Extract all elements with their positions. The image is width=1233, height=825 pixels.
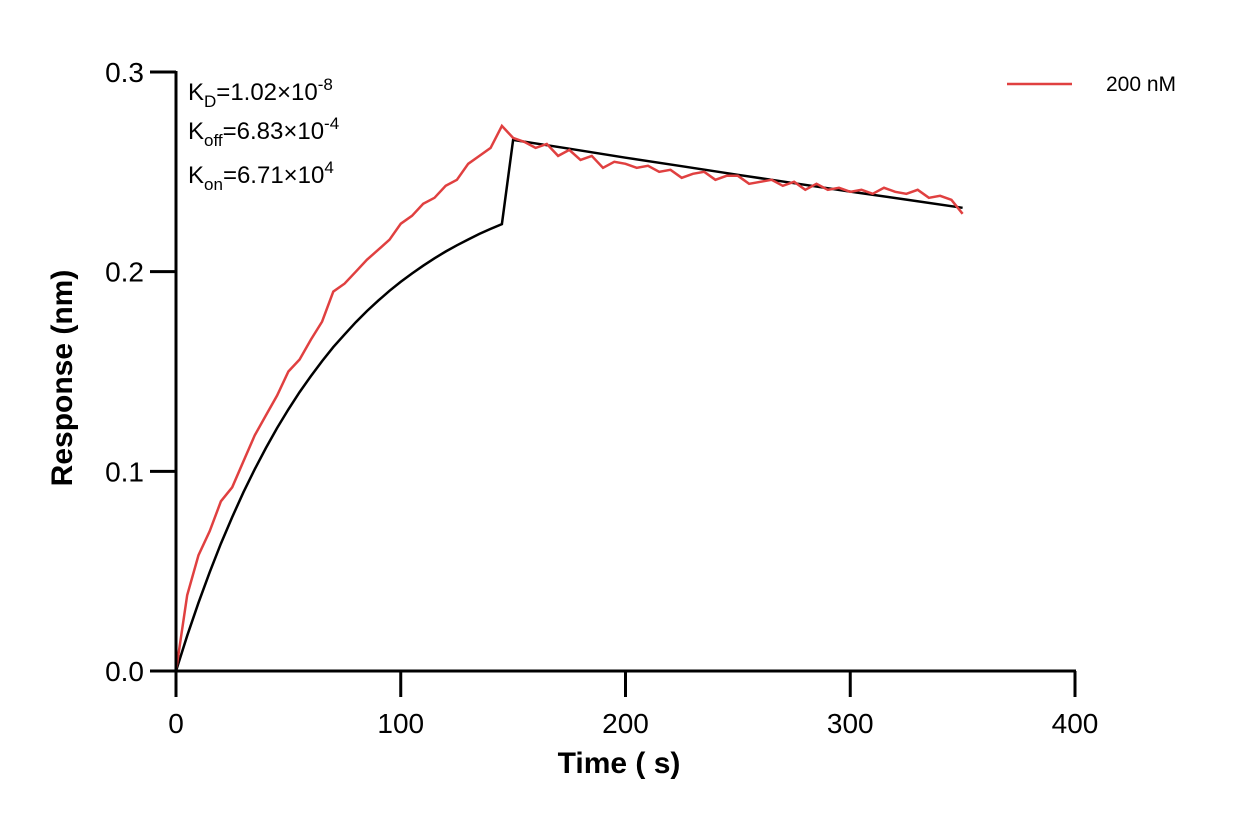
x-axis-title: Time ( s) — [558, 747, 681, 780]
annotation-kon-base: K — [188, 162, 204, 189]
annotation-kd-value: =1.02×10 — [216, 79, 317, 106]
y-tick-label: 0.2 — [105, 257, 144, 288]
plot-lines — [174, 123, 964, 672]
annotation-kon-exp: 4 — [324, 158, 333, 177]
y-tick-label: 0.0 — [105, 656, 144, 687]
annotation-kon-sub: on — [204, 175, 223, 194]
x-tick-label: 400 — [1052, 708, 1099, 739]
y-tick-label: 0.3 — [105, 57, 144, 88]
fit-curve — [174, 138, 963, 672]
legend-label-200nm: 200 nM — [1106, 73, 1176, 96]
x-tick-label: 100 — [377, 708, 424, 739]
annotation-koff-base: K — [188, 118, 204, 145]
annotation-kd-sub: D — [204, 92, 216, 111]
annotation-kd: KD=1.02×10-8 — [188, 75, 333, 111]
axes — [150, 71, 1076, 697]
y-tick-label: 0.1 — [105, 456, 144, 487]
y-axis-title: Response (nm) — [46, 270, 79, 487]
annotation-kd-exp: -8 — [318, 75, 333, 94]
x-ticks: 0 100 200 300 400 — [168, 671, 1098, 739]
annotation-koff-sub: off — [204, 131, 223, 150]
kinetics-annotations: KD=1.02×10-8 Koff=6.83×10-4 Kon=6.71×104 — [188, 75, 339, 194]
x-tick-label: 300 — [827, 708, 874, 739]
x-tick-label: 200 — [602, 708, 649, 739]
legend: 200 nM — [1007, 73, 1176, 96]
annotation-kon-value: =6.71×10 — [223, 162, 324, 189]
annotation-koff: Koff=6.83×10-4 — [188, 114, 339, 150]
annotation-kd-base: K — [188, 79, 204, 106]
y-ticks: 0.0 0.1 0.2 0.3 — [105, 57, 176, 687]
annotation-koff-exp: -4 — [324, 114, 339, 133]
annotation-koff-value: =6.83×10 — [223, 118, 324, 145]
measured-curve-200nm — [174, 123, 964, 672]
x-tick-label: 0 — [168, 708, 184, 739]
annotation-kon: Kon=6.71×104 — [188, 158, 334, 194]
